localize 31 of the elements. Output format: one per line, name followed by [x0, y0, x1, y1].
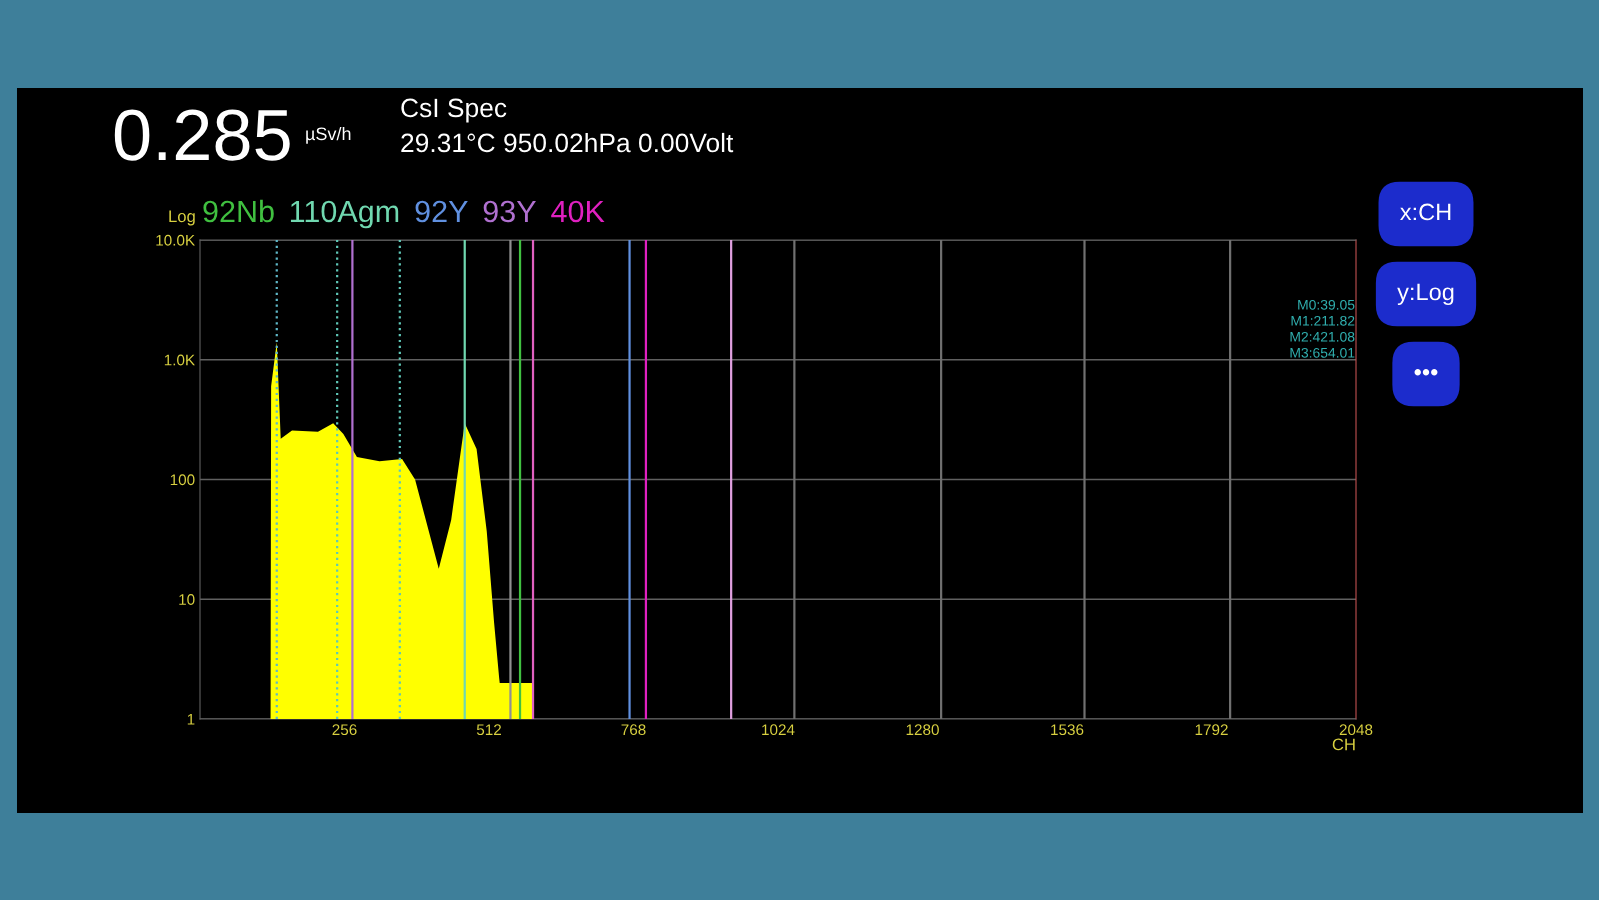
ref-line-label: 92Nb: [203, 199, 274, 223]
y-tick-label: 10.0K: [156, 234, 195, 246]
annotation: M2:421.08: [1290, 331, 1355, 342]
ref-line-label: 92Y: [415, 200, 468, 223]
annotation: M0:39.05: [1298, 299, 1355, 310]
x-tick-label: 1536: [1051, 724, 1084, 736]
x-tick-label: 256: [332, 724, 357, 736]
annotation: M1:211.82: [1291, 315, 1355, 326]
text: 29.31°C 950.02hPa 0.00Volt: [401, 132, 734, 153]
text: y:Log: [1397, 283, 1454, 306]
ref-line-label: 110Agm: [290, 200, 399, 229]
y-tick-label: 1: [187, 714, 195, 725]
annotation: M3:654.01: [1290, 347, 1355, 358]
text: x:CH: [1400, 203, 1451, 221]
x-tick-label: 1280: [906, 724, 939, 736]
chart-subtitle: CsI Spec: [401, 98, 507, 123]
x-tick-label: 768: [621, 724, 646, 736]
x-tick-label: 512: [476, 724, 501, 736]
x-tick-label: 1024: [762, 724, 795, 736]
y-tick-label: 1.0K: [164, 354, 195, 366]
y-axis-title: Log: [169, 210, 195, 226]
text: •••: [1414, 369, 1438, 376]
x-tick-label: 2048: [1339, 724, 1373, 736]
ref-line-label: 93Y: [483, 200, 536, 223]
ref-line-label: 40K: [551, 200, 605, 223]
chart-title: 0.285: [114, 109, 290, 161]
text: µSv/h: [306, 126, 351, 144]
y-tick-label: 10: [179, 594, 195, 605]
x-axis-title: CH: [1332, 738, 1355, 751]
x-tick-label: 1792: [1195, 724, 1228, 736]
y-tick-label: 100: [170, 474, 195, 486]
